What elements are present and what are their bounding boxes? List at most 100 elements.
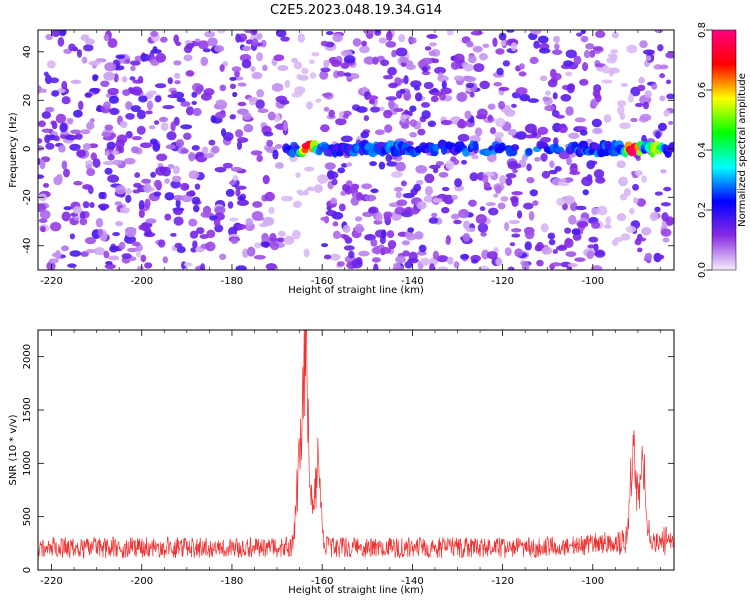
heatmap-cell [385,153,393,163]
heatmap-cell [232,174,239,182]
heatmap-cell [256,154,263,163]
heatmap-cell [236,223,246,230]
heatmap-cell [642,101,650,110]
x-tick-label: -220 [40,576,63,587]
heatmap-cell [124,58,131,64]
heatmap-cell [533,40,540,49]
heatmap-cell [576,32,583,37]
heatmap-cell [303,248,310,258]
heatmap-cell [370,106,381,113]
heatmap-cell [343,55,356,64]
heatmap-cell [171,175,182,183]
heatmap-cell [181,194,193,203]
heatmap-cell [236,199,249,206]
heatmap-cell [196,227,205,235]
heatmap-cell [410,80,422,88]
heatmap-cell [191,196,201,205]
heatmap-cell [663,109,670,117]
signal-band-cell [462,147,471,157]
heatmap-cell [73,180,83,186]
heatmap-cell [269,233,277,243]
heatmap-cell [396,199,408,207]
heatmap-cell [568,214,577,225]
heatmap-cell [160,36,168,43]
heatmap-cell [438,171,449,178]
heatmap-cell [234,185,247,190]
heatmap-cell [382,74,394,80]
signal-band-cell [554,146,565,153]
heatmap-cell [393,107,404,113]
heatmap-cell [552,92,558,100]
heatmap-cell [403,75,409,85]
heatmap-cell [362,30,375,35]
heatmap-cell [222,162,233,169]
heatmap-cell [588,236,599,243]
heatmap-cell [480,231,487,237]
heatmap-cell [291,91,303,98]
heatmap-cell [39,159,46,170]
heatmap-cell [496,67,504,76]
heatmap-cell [662,237,670,243]
heatmap-cell [620,82,628,87]
heatmap-cell [385,96,398,101]
heatmap-cell [173,194,184,201]
heatmap-cell [601,65,610,74]
heatmap-cell [540,136,551,143]
heatmap-cell [55,113,67,124]
heatmap-cell [275,30,287,38]
heatmap-cell [103,250,110,259]
heatmap-cell [384,124,393,133]
heatmap-cell [630,117,638,123]
heatmap-cell [645,55,652,62]
heatmap-cell [623,188,632,197]
x-tick-label: -200 [130,276,153,287]
heatmap-cell [208,139,216,146]
heatmap-cell [83,44,94,52]
colorbar-tick-label: 0.2 [697,202,708,218]
x-tick-label: -180 [221,576,244,587]
heatmap-cell [394,77,402,85]
heatmap-cell [277,65,289,71]
heatmap-cell [423,81,434,90]
heatmap-cell [575,205,587,211]
signal-band-cell [668,141,674,149]
heatmap-cell [73,109,83,118]
heatmap-cell [146,100,154,111]
heatmap-cell [566,156,572,166]
heatmap-cell [270,241,280,251]
heatmap-cell [542,96,550,102]
heatmap-cell [504,109,516,117]
heatmap-cell [450,213,460,220]
heatmap-cell [561,203,568,211]
heatmap-cell [644,90,652,99]
heatmap-cell [595,30,606,38]
signal-band-cell [580,140,589,149]
heatmap-cell [194,183,201,190]
y-tick-label: 40 [22,45,33,58]
heatmap-cell [505,173,517,179]
y-tick-label: -20 [22,189,33,205]
heatmap-cell [519,93,531,102]
heatmap-cell [378,161,386,170]
heatmap-cell [138,95,148,103]
heatmap-cells [38,30,674,270]
heatmap-cell [38,203,47,212]
heatmap-cell [469,172,479,182]
heatmap-cell [155,52,167,63]
heatmap-cell [203,153,215,159]
heatmap-cell [138,209,145,219]
heatmap-cell [506,30,515,33]
heatmap-cell [528,210,535,221]
heatmap-cell [450,61,460,70]
heatmap-cell [148,125,156,130]
heatmap-cell [237,195,245,201]
heatmap-cell [82,143,92,151]
heatmap-cell [108,95,120,104]
heatmap-cell [79,211,86,220]
heatmap-cell [524,123,537,134]
heatmap-cell [43,183,50,188]
heatmap-cell [544,90,551,96]
heatmap-cell [582,62,589,72]
heatmap-cell [81,56,88,64]
heatmap-cell [526,163,532,172]
